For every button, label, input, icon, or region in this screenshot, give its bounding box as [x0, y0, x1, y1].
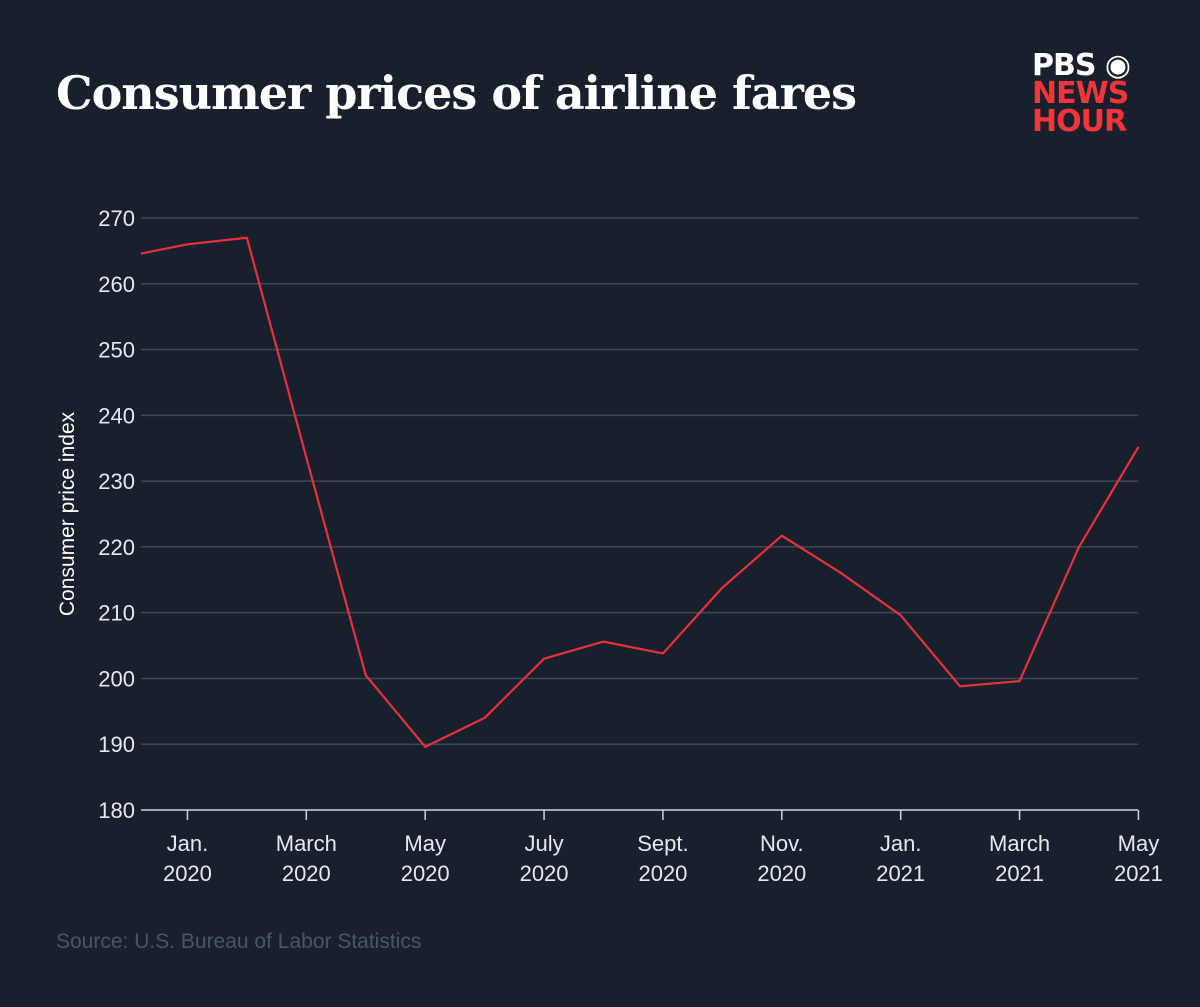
logo-pbs-text: PBS: [1032, 48, 1096, 83]
x-tick-label-year: 2021: [995, 861, 1044, 886]
y-tick-label: 210: [98, 601, 135, 626]
x-tick-label: March: [989, 831, 1050, 856]
x-tick-label-year: 2020: [401, 861, 450, 886]
pbs-head-icon: ◉: [1104, 48, 1131, 83]
x-tick-label: March: [276, 831, 337, 856]
y-tick-label: 260: [98, 272, 135, 297]
x-tick-label: Jan.: [167, 831, 209, 856]
y-tick-label: 250: [98, 338, 135, 363]
x-tick-label-year: 2020: [638, 861, 687, 886]
y-tick-label: 240: [98, 403, 135, 428]
x-tick-label: Sept.: [637, 831, 688, 856]
x-tick-label: May: [404, 831, 446, 856]
x-tick-label-year: 2021: [876, 861, 925, 886]
x-tick-label-year: 2020: [163, 861, 212, 886]
x-tick-label: Jan.: [880, 831, 922, 856]
x-tick-label: July: [525, 831, 564, 856]
pbs-newshour-logo: PBS ◉ NEWS HOUR: [1032, 51, 1131, 139]
y-tick-label: 230: [98, 469, 135, 494]
logo-news-text: NEWS: [1032, 76, 1129, 111]
series-line: [141, 236, 1140, 748]
x-tick-label-year: 2021: [1114, 861, 1163, 886]
y-tick-label: 270: [98, 206, 135, 231]
y-tick-label: 180: [98, 798, 135, 823]
y-tick-label: 190: [98, 732, 135, 757]
x-tick-label: Nov.: [760, 831, 804, 856]
x-tick-label: May: [1118, 831, 1160, 856]
x-tick-label-year: 2020: [520, 861, 569, 886]
source-note: Source: U.S. Bureau of Labor Statistics: [56, 930, 422, 953]
chart-title: Consumer prices of airline fares: [56, 66, 857, 120]
logo-hour-text: HOUR: [1032, 104, 1127, 139]
x-tick-label-year: 2020: [757, 861, 806, 886]
y-tick-label: 200: [98, 666, 135, 691]
x-tick-label-year: 2020: [282, 861, 331, 886]
y-axis-label: Consumer price index: [56, 411, 79, 616]
y-tick-label: 220: [98, 535, 135, 560]
